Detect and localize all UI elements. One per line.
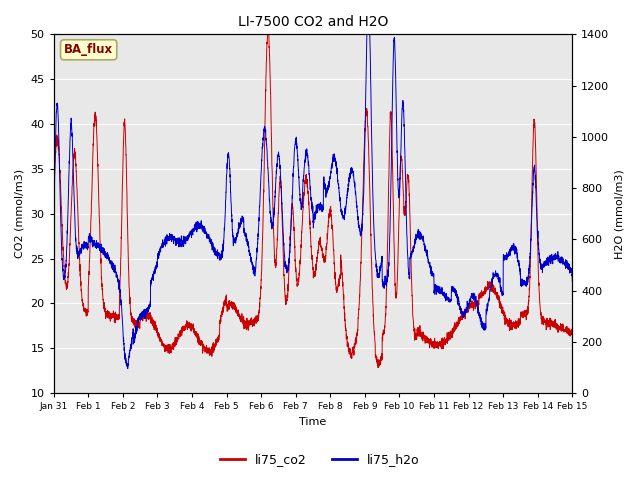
li75_co2 xyxy=(139,315,147,321)
li75_co2 xyxy=(456,318,464,324)
li75_co2 xyxy=(568,329,576,335)
Y-axis label: CO2 (mmol/m3): CO2 (mmol/m3) xyxy=(15,169,25,258)
X-axis label: Time: Time xyxy=(300,417,326,427)
Text: BA_flux: BA_flux xyxy=(64,43,113,56)
li75_co2 xyxy=(385,146,393,152)
li75_co2 xyxy=(264,32,271,37)
Line: li75_h2o: li75_h2o xyxy=(54,35,572,369)
li75_h2o xyxy=(456,307,464,313)
li75_co2 xyxy=(50,184,58,190)
li75_h2o xyxy=(140,314,147,320)
li75_h2o xyxy=(433,289,441,295)
li75_h2o xyxy=(449,284,456,289)
li75_h2o xyxy=(50,214,58,220)
li75_co2 xyxy=(396,182,404,188)
Legend: li75_co2, li75_h2o: li75_co2, li75_h2o xyxy=(215,448,425,471)
li75_h2o xyxy=(385,249,393,254)
li75_co2 xyxy=(433,342,441,348)
Line: li75_co2: li75_co2 xyxy=(54,35,572,368)
li75_co2 xyxy=(449,325,456,331)
li75_h2o xyxy=(568,278,576,284)
li75_co2 xyxy=(374,365,382,371)
li75_h2o xyxy=(124,366,132,372)
Title: LI-7500 CO2 and H2O: LI-7500 CO2 and H2O xyxy=(238,15,388,29)
li75_h2o xyxy=(363,32,371,37)
Y-axis label: H2O (mmol/m3): H2O (mmol/m3) xyxy=(615,169,625,259)
li75_h2o xyxy=(396,179,404,184)
